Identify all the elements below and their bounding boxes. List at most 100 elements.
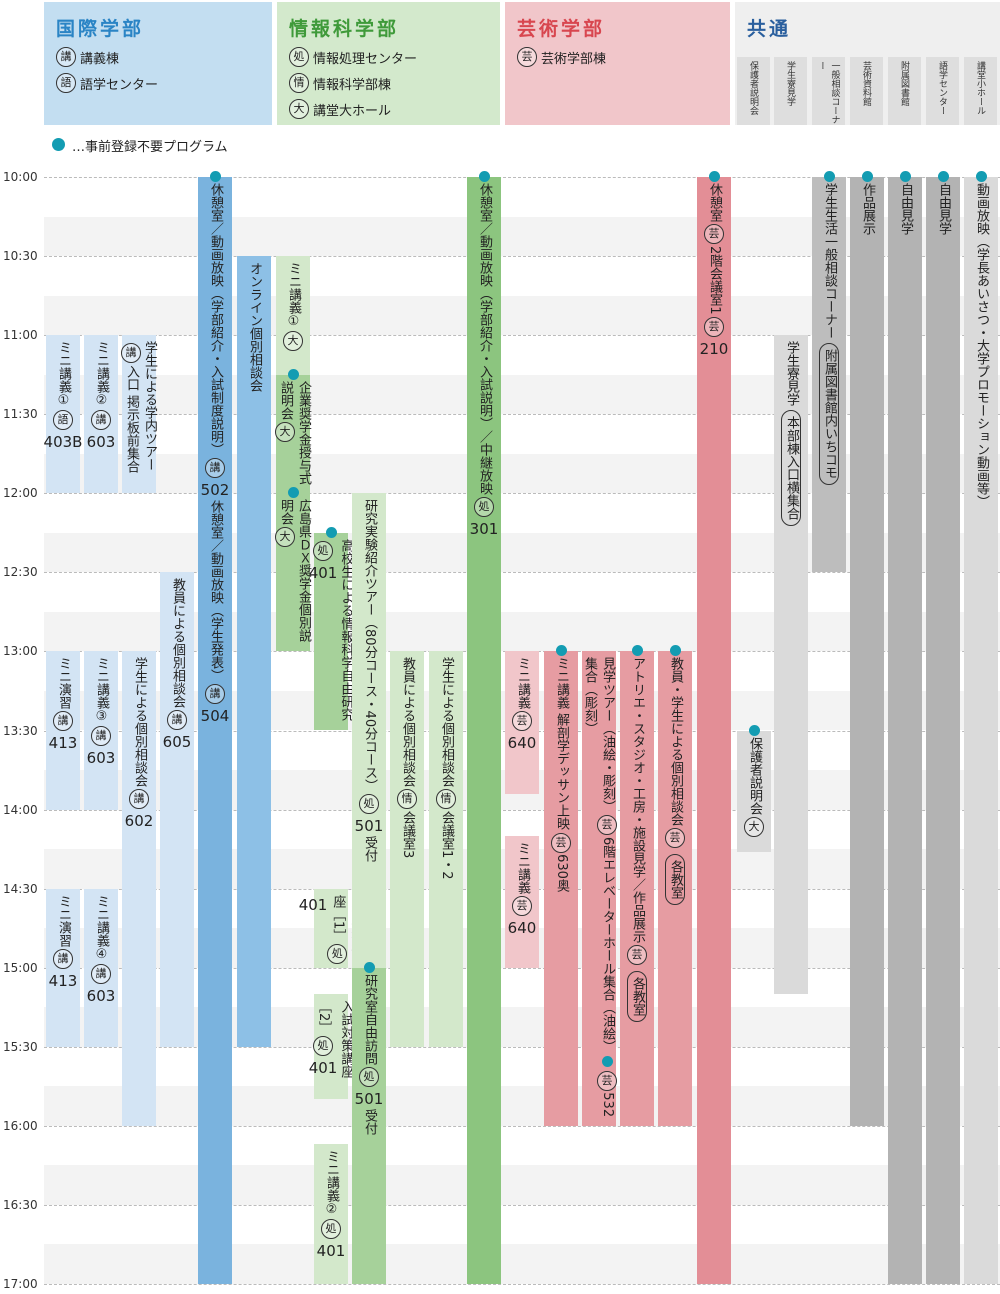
event: 教員による個別相談会情会議室3 xyxy=(390,651,424,1047)
no-registration-dot xyxy=(708,171,720,182)
badge: 芸 xyxy=(511,895,532,916)
event: ミニ講義芸 640 xyxy=(505,835,539,968)
room-number: 640 xyxy=(507,918,537,937)
time-label: 13:30 xyxy=(3,723,38,738)
event-label: 2階会議室1 xyxy=(706,246,722,315)
column-label: 語学センター xyxy=(926,57,959,125)
event-text: 自由見学 xyxy=(897,183,913,1284)
event-text: 自由見学 xyxy=(935,183,951,1284)
event: 休憩室／動画放映（学部紹介・入試説明）／中継放映処 301 xyxy=(467,177,501,1284)
time-label: 10:30 xyxy=(3,249,38,264)
room-number: 401 xyxy=(316,1242,346,1261)
place-pill: 各教室 xyxy=(665,854,685,906)
event: ミニ演習講 413 xyxy=(46,651,80,810)
event: 自由見学 xyxy=(926,177,960,1284)
badge: 芸 xyxy=(597,1070,617,1091)
event: アトリエ・スタジオ・工房・施設見学／作品展示芸各教室 xyxy=(620,651,654,1126)
badge: 情 xyxy=(397,789,417,810)
grid-line xyxy=(44,177,1000,178)
department-title: 共通 xyxy=(747,18,792,40)
event: ミニ演習講 413 xyxy=(46,888,80,1047)
grid-line xyxy=(44,572,1000,574)
event: ミニ講義③講 603 xyxy=(84,651,118,810)
event-text: 高校生による情報科学自由研究処 401 xyxy=(309,539,354,731)
event-label: 休憩室／動画放映（学部紹介・入試制度説明） xyxy=(207,183,223,456)
place-pill: 本部棟入口横集合 xyxy=(781,410,801,527)
badge: 大 xyxy=(289,99,309,119)
badge: 情 xyxy=(289,73,309,93)
event-label: 教員・学生による個別相談会 xyxy=(668,657,683,827)
event: 休憩室／動画放映（学部紹介・入試制度説明） 講 502休憩室／動画放映（学生発表） 講… xyxy=(198,177,232,1284)
event: 作品展示 xyxy=(850,177,884,1126)
event-label: 会議室1・2 xyxy=(439,811,454,880)
badge: 処 xyxy=(313,540,333,561)
event-text: ミニ講義①語 403B xyxy=(44,341,83,493)
time-label: 16:30 xyxy=(3,1197,38,1212)
event: ミニ講義④講 603 xyxy=(84,888,118,1047)
event-label: 研究室自由訪問 xyxy=(361,973,377,1065)
time-label: 15:00 xyxy=(3,960,38,975)
badge: 講 xyxy=(204,684,225,704)
time-label: 11:00 xyxy=(3,328,38,343)
event-text: ミニ講義②講 603 xyxy=(87,341,116,493)
event-text: ミニ演習講 413 xyxy=(49,657,78,809)
badge: 処 xyxy=(327,943,348,964)
time-label: 11:30 xyxy=(3,407,38,422)
time-label: 14:00 xyxy=(3,802,38,817)
event-label: 630奥 xyxy=(554,854,569,893)
room-number: 413 xyxy=(48,734,78,753)
event-label: 作品展示 xyxy=(860,183,875,235)
building: 語語学センター xyxy=(56,73,272,93)
department-title: 国際学部 xyxy=(56,18,145,40)
event-label: 見学ツアー（油絵・彫刻） xyxy=(600,657,615,814)
event-label: 入口 掲示板前集合 xyxy=(124,365,139,474)
event-label: ミニ演習 xyxy=(55,894,71,947)
event-text: 休憩室／動画放映（学部紹介・入試制度説明） 講 502休憩室／動画放映（学生発表） 講… xyxy=(201,183,230,1284)
event: 研究実験紹介ツアー（80分コース・40分コース）処 501受付 xyxy=(352,493,386,968)
badge: 講 xyxy=(166,710,187,731)
event-label: 休憩室 xyxy=(706,183,722,222)
event-label: アトリエ・スタジオ・工房・施設見学／作品展示 xyxy=(630,657,645,944)
no-registration-dot xyxy=(325,526,337,538)
room-number: 640 xyxy=(507,734,537,753)
department-title: 情報科学部 xyxy=(289,18,400,40)
event: 入試対策講座［1］処401 xyxy=(299,888,363,968)
event-label: ミニ演習 xyxy=(55,657,71,710)
legend-dot xyxy=(52,138,65,151)
event-text: ミニ講義③講 603 xyxy=(87,657,116,809)
event-text: ミニ講義 解剖学デッサン上映芸630奥 xyxy=(551,657,571,1125)
room-number: 501 xyxy=(354,817,384,836)
no-registration-dot xyxy=(478,171,490,182)
event-text: 休憩室芸2階会議室1芸210 xyxy=(700,183,729,1284)
event-text: 作品展示 xyxy=(859,183,875,1126)
grid-line xyxy=(44,493,1000,495)
column-label: 保護者説明会 xyxy=(737,57,770,125)
badge: 芸 xyxy=(511,711,532,732)
event-label: 動画放映（学長あいさつ・大学プロモーション動画等） xyxy=(974,183,989,508)
grid-line xyxy=(44,256,1000,258)
event-text: オンライン個別相談会 xyxy=(246,262,262,1047)
no-registration-dot xyxy=(669,645,681,657)
event-text: 研究実験紹介ツアー（80分コース・40分コース）処 501受付 xyxy=(355,499,384,967)
time-label: 10:00 xyxy=(3,170,38,184)
event-label: 学生による学内ツアー xyxy=(142,341,157,472)
event: 見学ツアー（油絵・彫刻）芸6階エレベーターホール集合（油絵）芸532集合（彫刻） xyxy=(582,651,617,1126)
room-number: 401 xyxy=(298,895,328,914)
badge: 大 xyxy=(275,421,295,442)
building-name: 情報処理センター xyxy=(313,51,418,67)
event-text: ミニ講義④講 603 xyxy=(87,895,116,1047)
column-label: 講堂小ホール xyxy=(964,57,997,125)
room-number: 603 xyxy=(86,749,116,768)
event: 高校生による情報科学自由研究処 401 xyxy=(309,532,353,731)
building: 処情報処理センター xyxy=(289,47,500,67)
room-number: 501 xyxy=(354,1089,384,1108)
building: 大講堂大ホール xyxy=(289,99,500,119)
badge: 語 xyxy=(56,73,76,93)
event: ミニ講義②処 401 xyxy=(314,1144,348,1284)
time-label: 13:00 xyxy=(3,644,38,659)
department-title: 芸術学部 xyxy=(517,18,606,40)
event-text: ミニ講義①大 xyxy=(283,262,303,375)
badge: 講 xyxy=(90,963,111,984)
event-label: 教員による個別相談会 xyxy=(169,578,185,709)
column-label: 芸術資料館 xyxy=(850,57,883,125)
